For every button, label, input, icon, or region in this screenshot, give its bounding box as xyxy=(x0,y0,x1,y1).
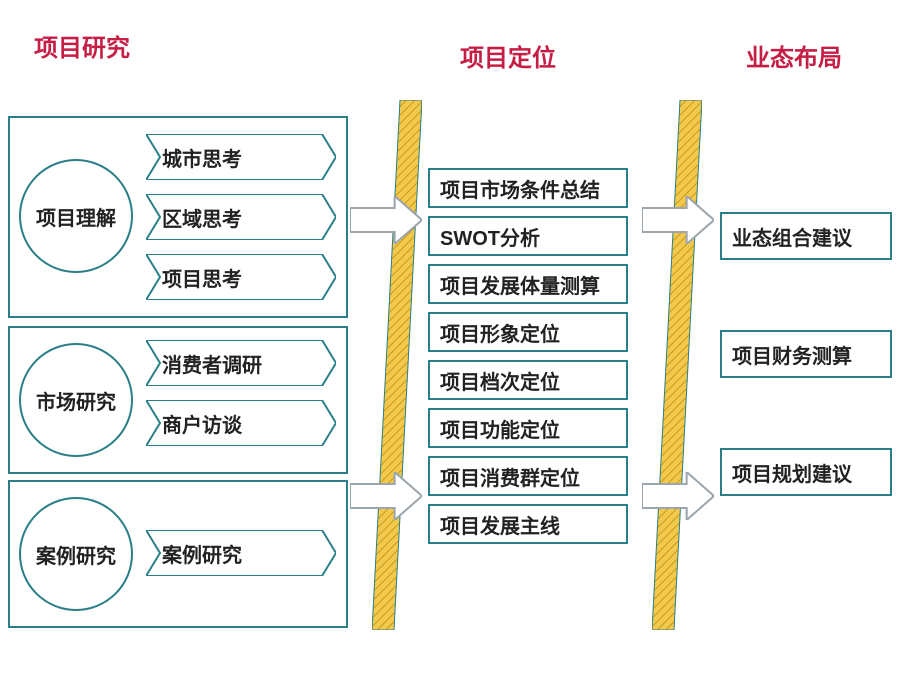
positioning-item: 项目市场条件总结 xyxy=(428,168,628,208)
positioning-item: 项目发展体量测算 xyxy=(428,264,628,304)
positioning-item: 项目档次定位 xyxy=(428,360,628,400)
chevron-item: 案例研究 xyxy=(146,530,336,576)
flow-arrow-icon xyxy=(642,472,714,520)
layout-item: 项目财务测算 xyxy=(720,330,892,378)
section-heading-h3: 业态布局 xyxy=(746,38,842,73)
chevron-label: 案例研究 xyxy=(146,530,336,576)
group-circle: 市场研究 xyxy=(19,343,133,457)
chevron-item: 消费者调研 xyxy=(146,340,336,386)
positioning-item: 项目发展主线 xyxy=(428,504,628,544)
chevron-item: 商户访谈 xyxy=(146,400,336,446)
positioning-item: SWOT分析 xyxy=(428,216,628,256)
positioning-item: 项目消费群定位 xyxy=(428,456,628,496)
positioning-item: 项目形象定位 xyxy=(428,312,628,352)
layout-item: 项目规划建议 xyxy=(720,448,892,496)
chevron-label: 商户访谈 xyxy=(146,400,336,446)
decorative-band xyxy=(372,100,422,630)
flow-arrow-icon xyxy=(642,196,714,244)
chevron-label: 城市思考 xyxy=(146,134,336,180)
group-circle: 项目理解 xyxy=(19,159,133,273)
layout-item: 业态组合建议 xyxy=(720,212,892,260)
group-circle: 案例研究 xyxy=(19,497,133,611)
section-heading-h1: 项目研究 xyxy=(34,28,130,63)
chevron-item: 项目思考 xyxy=(146,254,336,300)
section-heading-h2: 项目定位 xyxy=(460,38,556,73)
chevron-item: 城市思考 xyxy=(146,134,336,180)
chevron-label: 项目思考 xyxy=(146,254,336,300)
decorative-band xyxy=(652,100,702,630)
chevron-label: 区域思考 xyxy=(146,194,336,240)
flow-arrow-icon xyxy=(350,196,422,244)
flow-arrow-icon xyxy=(350,472,422,520)
positioning-item: 项目功能定位 xyxy=(428,408,628,448)
chevron-label: 消费者调研 xyxy=(146,340,336,386)
chevron-item: 区域思考 xyxy=(146,194,336,240)
